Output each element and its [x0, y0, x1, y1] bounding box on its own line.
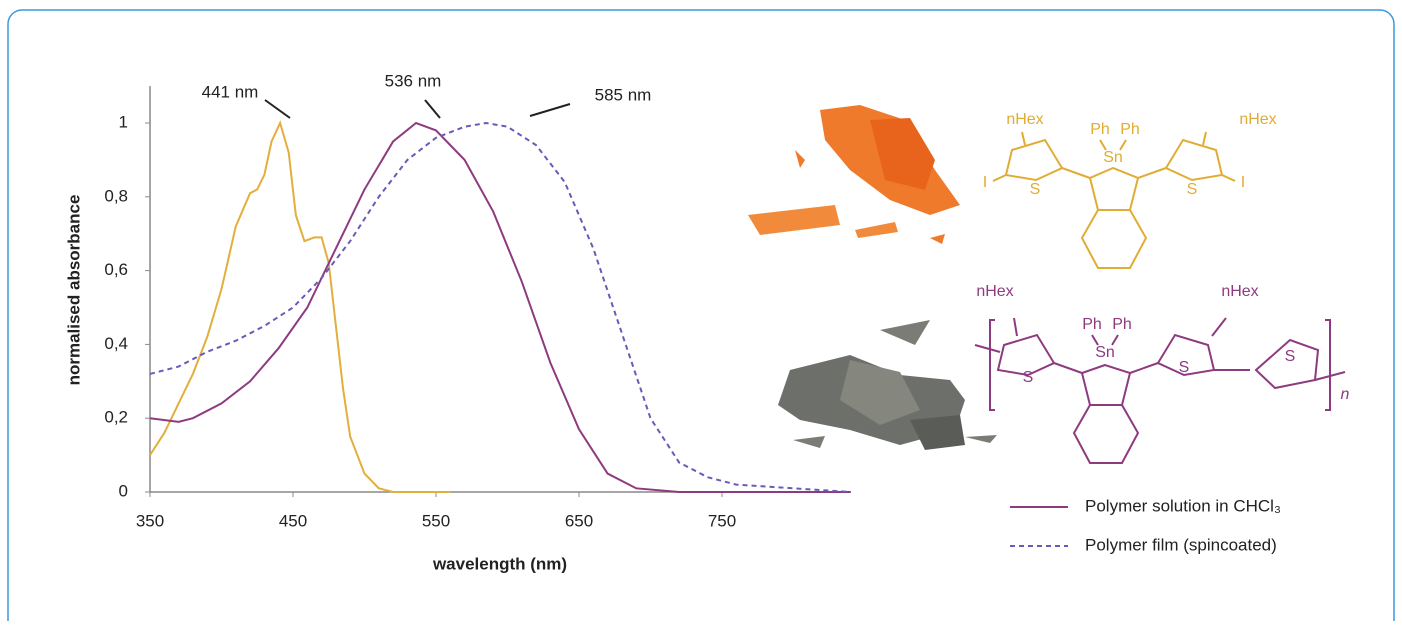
legend-label: Polymer solution in CHCl₃ — [1085, 496, 1281, 515]
atom-label: Sn — [1095, 344, 1115, 361]
x-tick-label: 450 — [279, 511, 307, 530]
y-tick-label: 0,6 — [104, 260, 128, 279]
atom-label: Sn — [1103, 149, 1123, 166]
atom-label: Ph — [1112, 316, 1132, 333]
atom-label: nHex — [1006, 111, 1043, 128]
page: nHex nHex Ph Ph Sn S S I I nHex nHex Ph Ph Sn S S Sn 0 0… — [0, 0, 1402, 621]
frame — [8, 10, 1394, 621]
y-tick-label: 0 — [119, 481, 128, 500]
peak-label: 585 nm — [595, 85, 652, 104]
peak-label: 536 nm — [385, 71, 442, 90]
x-tick-label: 350 — [136, 511, 164, 530]
atom-label: S — [1187, 181, 1198, 198]
atom-label: Ph — [1082, 316, 1102, 333]
x-tick-label: 650 — [565, 511, 593, 530]
atom-label: S — [1023, 369, 1034, 386]
y-axis-title: normalised absorbance — [64, 195, 83, 386]
atom-label: I — [983, 174, 987, 191]
y-tick-label: 0,4 — [104, 334, 128, 353]
peak-label: 441 nm — [202, 82, 259, 101]
atom-label: I — [1241, 174, 1245, 191]
y-tick-label: 1 — [119, 112, 128, 131]
atom-label: n — [1341, 386, 1350, 403]
atom-label: nHex — [1221, 283, 1258, 300]
atom-label: Ph — [1090, 121, 1110, 138]
atom-label: Ph — [1120, 121, 1140, 138]
legend-label: Polymer film (spincoated) — [1085, 535, 1277, 554]
y-tick-label: 0,2 — [104, 408, 128, 427]
x-tick-label: 750 — [708, 511, 736, 530]
atom-label: nHex — [1239, 111, 1276, 128]
y-tick-label: 0,8 — [104, 186, 128, 205]
atom-label: S — [1030, 181, 1041, 198]
x-axis-title: wavelength (nm) — [432, 554, 567, 573]
atom-label: S — [1179, 359, 1190, 376]
x-tick-label: 550 — [422, 511, 450, 530]
atom-label: nHex — [976, 283, 1013, 300]
atom-label: S — [1285, 348, 1296, 365]
